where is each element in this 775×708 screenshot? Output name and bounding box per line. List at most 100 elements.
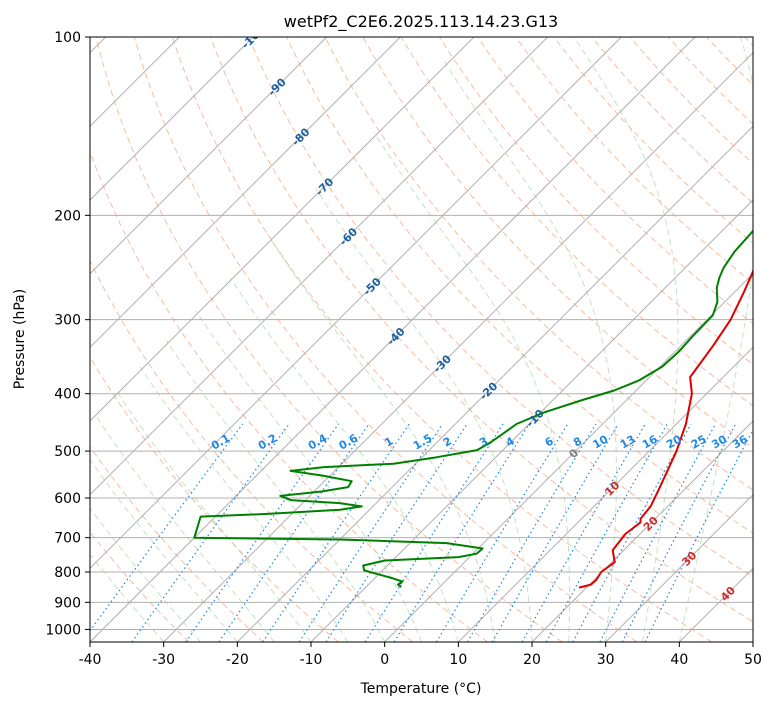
moist-adiabat <box>90 507 201 642</box>
isotherm-gridline <box>236 125 753 642</box>
mixing-ratio-line <box>644 428 753 642</box>
moist-adiabat <box>315 187 533 642</box>
mixing-ratio-line <box>435 423 569 642</box>
temperature-profile-line <box>578 268 753 589</box>
dry-adiabat <box>95 37 563 642</box>
profile-series <box>193 229 753 589</box>
dry-adiabat <box>744 37 753 47</box>
isotherm-gridline <box>90 37 622 570</box>
moist-adiabat <box>95 415 275 642</box>
dewpoint-profile-line <box>193 229 753 588</box>
isotherm-gridline <box>531 420 753 642</box>
y-tick-label: 300 <box>54 313 81 329</box>
x-tick-label: 0 <box>380 652 389 668</box>
dry-adiabat <box>171 37 712 642</box>
isotherm-gridline <box>457 346 753 642</box>
x-tick-label: -30 <box>152 652 175 668</box>
moist-adiabat <box>444 61 617 642</box>
mixing-ratio-line <box>325 423 468 642</box>
x-axis-label: Temperature (°C) <box>360 681 482 697</box>
mixing-ratio-line <box>621 423 737 642</box>
isotherm-gridline <box>678 567 753 642</box>
y-tick-label: 500 <box>54 444 81 460</box>
isotherm-gridline <box>752 641 753 642</box>
dry-adiabat <box>248 37 753 578</box>
mixing-ratio-label: 0.1 <box>209 432 232 453</box>
isotherm-gridline <box>384 272 753 642</box>
mixing-ratio-line <box>545 423 668 642</box>
x-tick-label: 10 <box>449 652 467 668</box>
moist-adiabat <box>573 37 679 642</box>
x-tick-label: 30 <box>597 652 615 668</box>
mixing-ratio-label: 30 <box>709 432 729 451</box>
moist-adiabat <box>90 458 238 642</box>
moist-adiabat <box>139 366 349 642</box>
x-axis-ticks: -40 -30 -20 -10 0 10 20 30 40 50 <box>79 642 762 668</box>
mixing-ratio-lines <box>90 423 753 642</box>
dry-adiabat <box>668 37 753 125</box>
dry-adiabat <box>133 37 638 642</box>
y-tick-label: 400 <box>54 387 81 403</box>
mixing-ratio-line <box>185 423 340 642</box>
y-tick-label: 900 <box>54 595 81 611</box>
mixing-ratio-line <box>298 423 444 642</box>
y-axis-ticks: 1000 900 800 700 600 500 400 300 200 100 <box>45 30 90 638</box>
mixing-ratio-line <box>131 423 290 642</box>
dry-adiabat <box>90 150 488 642</box>
plot-frame <box>89 36 754 643</box>
dry-adiabat <box>90 259 414 642</box>
dry-adiabat <box>553 37 753 244</box>
mixing-ratio-label: 36 <box>730 432 750 451</box>
isotherm-gridline <box>90 37 328 275</box>
dry-adiabat <box>286 37 753 534</box>
isotherm-label: 10 <box>602 479 622 499</box>
y-tick-label: 100 <box>54 30 81 46</box>
isotherm-gridline <box>90 37 401 349</box>
mixing-ratio-label: 13 <box>618 433 638 452</box>
x-tick-label: -20 <box>226 652 249 668</box>
moist-adiabat <box>165 340 386 642</box>
y-tick-label: 200 <box>54 208 81 224</box>
mixing-ratio-label: 1.5 <box>411 432 434 453</box>
moist-adiabat <box>230 277 459 642</box>
x-tick-label: 40 <box>670 652 688 668</box>
dry-adiabat <box>210 37 753 623</box>
dry-adiabat <box>90 445 264 642</box>
mixing-ratio-line <box>599 423 717 642</box>
mixing-ratio-label: 16 <box>640 432 660 451</box>
x-tick-label: 20 <box>523 652 541 668</box>
mixing-ratio-label: 25 <box>689 433 709 452</box>
moist-adiabat <box>678 37 753 642</box>
moist-adiabat <box>266 233 496 642</box>
dry-adiabat <box>591 37 753 204</box>
isotherm-gridline <box>90 37 696 642</box>
dry-adiabat <box>90 356 339 642</box>
mixing-ratio-label: 0.2 <box>256 432 279 453</box>
x-tick-label: -10 <box>300 652 323 668</box>
isotherm-gridline <box>90 37 475 422</box>
mixing-ratio-label: 0.4 <box>306 431 330 452</box>
moist-adiabat <box>90 553 165 642</box>
y-tick-label: 800 <box>54 565 81 581</box>
isotherm-gridline <box>605 493 753 642</box>
mixing-ratio-line <box>491 423 619 642</box>
y-axis-label: Pressure (hPa) <box>12 289 28 389</box>
mixing-ratio-line <box>218 423 370 642</box>
y-tick-label: 1000 <box>45 622 81 638</box>
y-tick-label: 600 <box>54 491 81 507</box>
mixing-ratio-line <box>90 423 244 632</box>
x-tick-label: -40 <box>79 652 102 668</box>
isotherm-gridline <box>163 51 753 642</box>
isotherm-label: -90 <box>266 75 289 98</box>
dry-adiabat <box>438 37 753 366</box>
isotherm-gridline <box>90 37 254 201</box>
chart-title: wetPf2_C2E6.2025.113.14.23.G13 <box>284 12 558 32</box>
isotherm-label: -30 <box>431 352 454 375</box>
y-tick-label: 700 <box>54 531 81 547</box>
isotherm-gridline <box>90 37 549 496</box>
dry-adiabat <box>515 37 753 284</box>
mixing-ratio-line <box>262 423 410 642</box>
moist-adiabat <box>195 310 422 642</box>
